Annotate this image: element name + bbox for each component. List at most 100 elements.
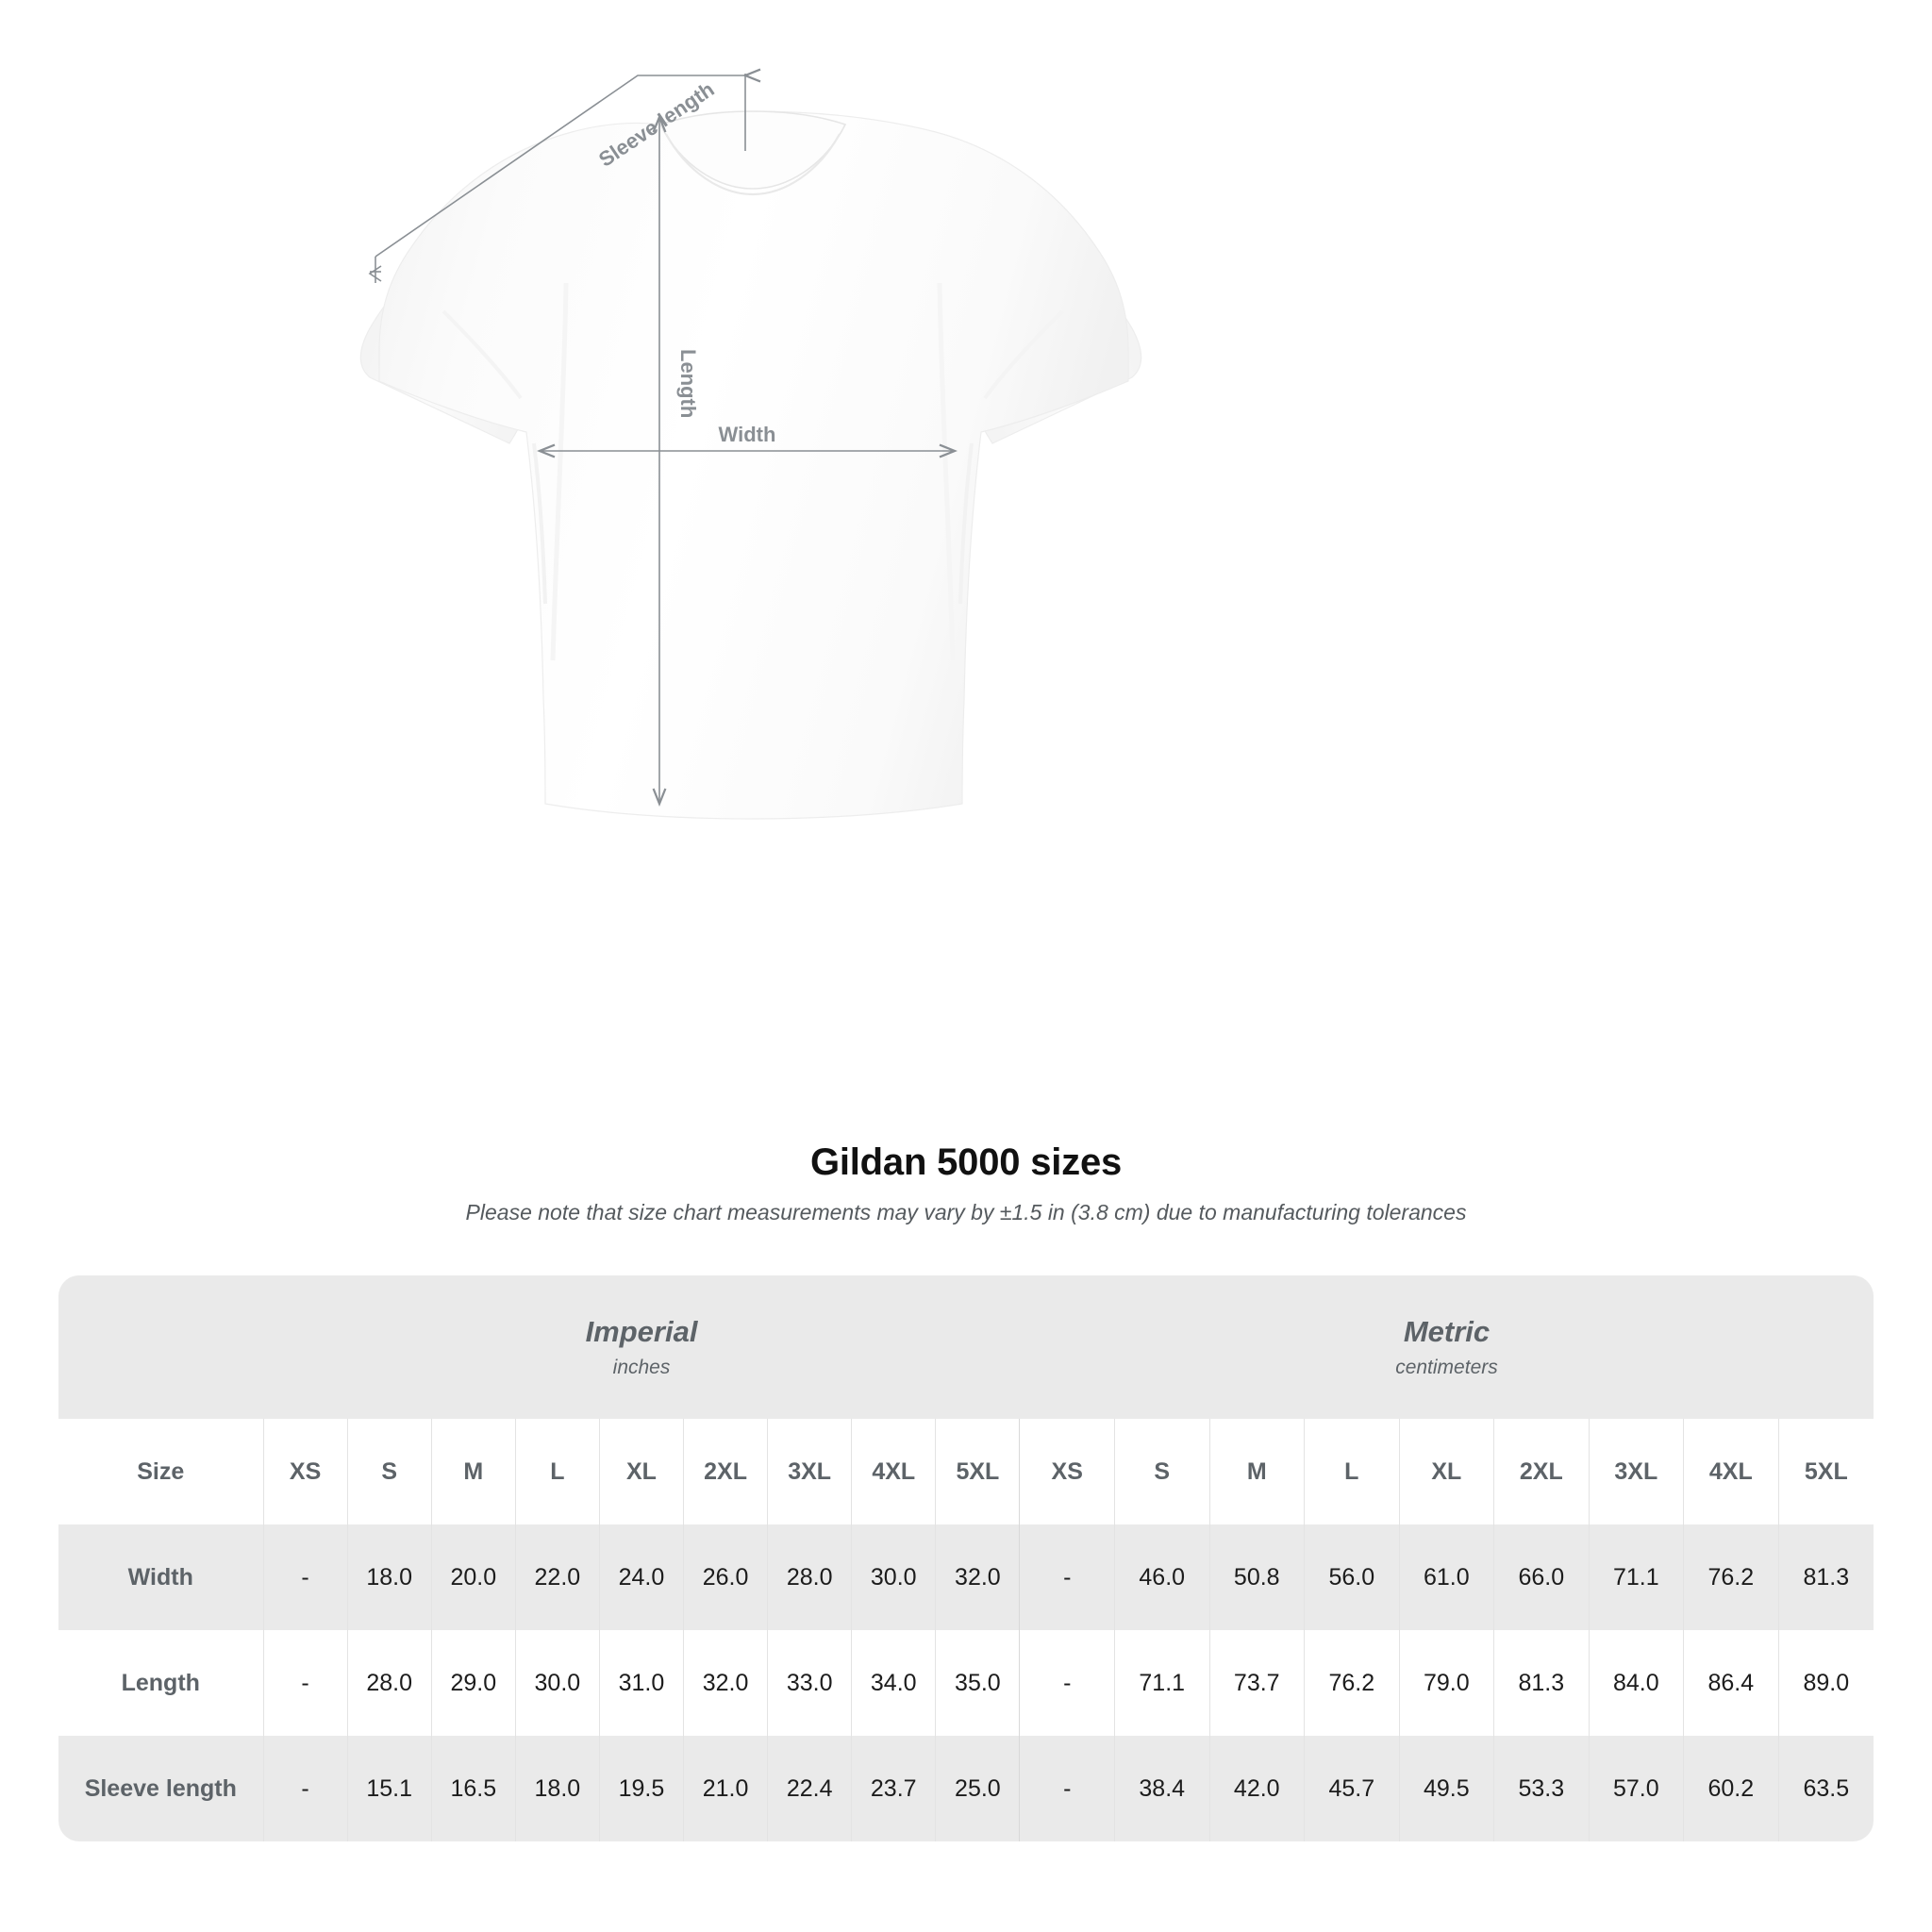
cell-metric-l: 45.7 — [1304, 1736, 1400, 1841]
row-header-label: Sleeve length — [84, 1774, 237, 1802]
size-col-label: 3XL — [788, 1457, 832, 1485]
size-col-label: 5XL — [1804, 1457, 1848, 1485]
cell-imperial-3xl: 22.4 — [767, 1736, 852, 1841]
size-col-imperial-l: L — [514, 1419, 600, 1524]
cell-metric-5xl: 63.5 — [1777, 1736, 1874, 1841]
cell-imperial-xs: - — [262, 1630, 348, 1736]
size-header-label: Size — [137, 1457, 185, 1485]
cell-value: 61.0 — [1423, 1563, 1470, 1591]
row-header-label: Length — [121, 1669, 200, 1696]
size-table: Imperial inches Metric centimeters Size XS S M L… — [58, 1275, 1874, 1841]
cell-value: - — [1063, 1774, 1072, 1802]
cell-value: 45.7 — [1328, 1774, 1375, 1802]
cell-imperial-xs: - — [262, 1524, 348, 1630]
size-col-metric-5xl: 5XL — [1777, 1419, 1874, 1524]
cell-imperial-l: 22.0 — [514, 1524, 600, 1630]
size-col-label: 5XL — [956, 1457, 1000, 1485]
cell-imperial-m: 29.0 — [430, 1630, 516, 1736]
table-row: Length - 28.0 29.0 30.0 31.0 32.0 33.0 34.0 35.0 -… — [58, 1630, 1874, 1736]
cell-imperial-2xl: 26.0 — [683, 1524, 768, 1630]
cell-value: 38.4 — [1139, 1774, 1186, 1802]
size-col-imperial-s: S — [346, 1419, 432, 1524]
size-col-imperial-xl: XL — [598, 1419, 684, 1524]
cell-imperial-5xl: 32.0 — [935, 1524, 1020, 1630]
cell-value: 84.0 — [1612, 1669, 1659, 1696]
cell-metric-4xl: 76.2 — [1683, 1524, 1779, 1630]
cell-imperial-m: 20.0 — [430, 1524, 516, 1630]
size-col-label: S — [1154, 1457, 1171, 1485]
cell-imperial-l: 18.0 — [514, 1736, 600, 1841]
cell-metric-5xl: 81.3 — [1777, 1524, 1874, 1630]
size-header-cell: Size — [58, 1419, 264, 1524]
banner-spacer — [58, 1275, 264, 1419]
table-row: Sleeve length - 15.1 16.5 18.0 19.5 21.0 22.4 23… — [58, 1736, 1874, 1841]
cell-imperial-xl: 19.5 — [598, 1736, 684, 1841]
cell-imperial-4xl: 30.0 — [851, 1524, 936, 1630]
size-col-imperial-4xl: 4XL — [851, 1419, 936, 1524]
cell-imperial-5xl: 35.0 — [935, 1630, 1020, 1736]
cell-imperial-4xl: 34.0 — [851, 1630, 936, 1736]
size-col-label: S — [381, 1457, 398, 1485]
cell-value: - — [1063, 1563, 1072, 1591]
page-subtitle: Please note that size chart measurements… — [465, 1200, 1467, 1224]
cell-value: 35.0 — [955, 1669, 1001, 1696]
size-table-wrapper: Imperial inches Metric centimeters Size XS S M L… — [58, 1275, 1874, 1841]
size-col-label: XS — [289, 1457, 322, 1485]
size-col-label: L — [550, 1457, 565, 1485]
cell-metric-3xl: 57.0 — [1588, 1736, 1684, 1841]
tshirt-illustration: Sleeve length Length Width — [359, 68, 1142, 820]
cell-metric-xs: - — [1019, 1524, 1115, 1630]
cell-value: 34.0 — [870, 1669, 917, 1696]
cell-value: 21.0 — [702, 1774, 749, 1802]
unit-name-metric: Metric — [1403, 1315, 1491, 1348]
cell-value: 19.5 — [618, 1774, 665, 1802]
cell-value: 30.0 — [870, 1563, 917, 1591]
width-label: Width — [719, 423, 776, 446]
size-col-label: 2XL — [1519, 1457, 1563, 1485]
unit-sub-imperial: inches — [612, 1357, 671, 1378]
cell-value: 50.8 — [1233, 1563, 1280, 1591]
cell-value: 24.0 — [618, 1563, 665, 1591]
cell-imperial-xl: 31.0 — [598, 1630, 684, 1736]
cell-value: 16.5 — [450, 1774, 497, 1802]
cell-value: - — [301, 1563, 309, 1591]
tshirt-graphic — [359, 110, 1142, 820]
cell-metric-s: 71.1 — [1113, 1630, 1209, 1736]
cell-value: 76.2 — [1707, 1563, 1755, 1591]
cell-value: 18.0 — [534, 1774, 581, 1802]
cell-value: - — [301, 1669, 309, 1696]
cell-value: 20.0 — [450, 1563, 497, 1591]
cell-value: 28.0 — [786, 1563, 833, 1591]
size-col-metric-4xl: 4XL — [1683, 1419, 1779, 1524]
size-col-label: 3XL — [1614, 1457, 1658, 1485]
cell-metric-3xl: 71.1 — [1588, 1524, 1684, 1630]
cell-value: 79.0 — [1423, 1669, 1470, 1696]
cell-value: 33.0 — [786, 1669, 833, 1696]
cell-metric-4xl: 86.4 — [1683, 1630, 1779, 1736]
cell-imperial-s: 18.0 — [346, 1524, 432, 1630]
unit-banner-imperial: Imperial inches — [263, 1275, 1020, 1419]
unit-name-imperial: Imperial — [585, 1315, 698, 1348]
size-col-label: M — [463, 1457, 484, 1485]
cell-value: 60.2 — [1707, 1774, 1755, 1802]
cell-value: 57.0 — [1612, 1774, 1659, 1802]
cell-value: 29.0 — [450, 1669, 497, 1696]
cell-value: 89.0 — [1803, 1669, 1850, 1696]
row-header-sleeve-length: Sleeve length — [58, 1736, 264, 1841]
size-col-label: 4XL — [1708, 1457, 1753, 1485]
cell-imperial-s: 28.0 — [346, 1630, 432, 1736]
cell-value: 25.0 — [955, 1774, 1001, 1802]
cell-imperial-3xl: 33.0 — [767, 1630, 852, 1736]
size-col-metric-2xl: 2XL — [1493, 1419, 1590, 1524]
size-col-metric-l: L — [1304, 1419, 1400, 1524]
cell-value: 49.5 — [1423, 1774, 1470, 1802]
cell-metric-m: 73.7 — [1208, 1630, 1305, 1736]
cell-metric-l: 76.2 — [1304, 1630, 1400, 1736]
cell-value: 76.2 — [1328, 1669, 1375, 1696]
cell-metric-s: 38.4 — [1113, 1736, 1209, 1841]
cell-value: 66.0 — [1518, 1563, 1565, 1591]
cell-metric-l: 56.0 — [1304, 1524, 1400, 1630]
cell-imperial-3xl: 28.0 — [767, 1524, 852, 1630]
cell-imperial-xs: - — [262, 1736, 348, 1841]
